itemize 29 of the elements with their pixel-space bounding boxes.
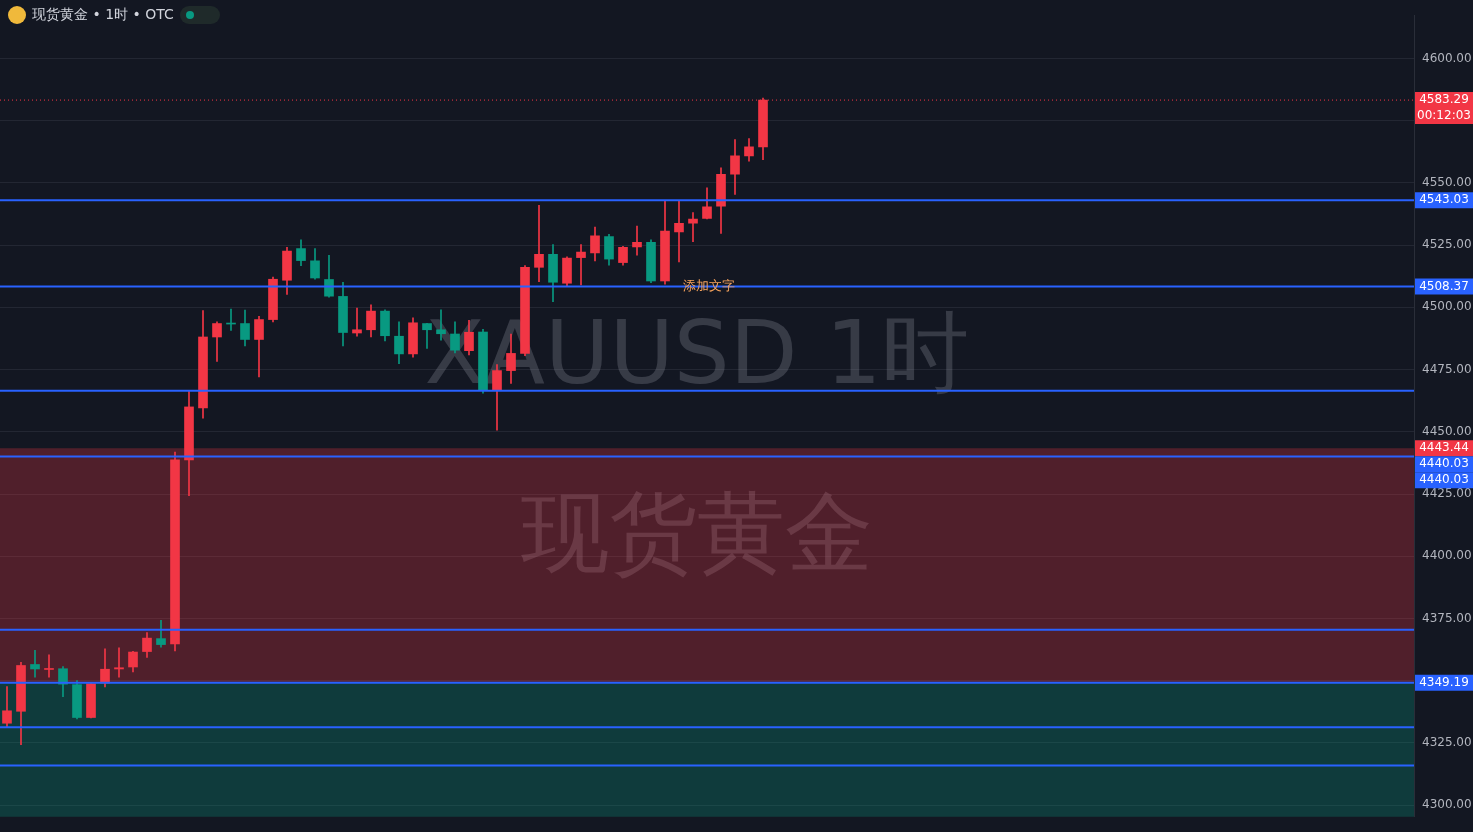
ref-line-label: 4508.37 [1419, 278, 1469, 293]
candlestick [114, 647, 124, 678]
candlestick [674, 200, 684, 263]
candlestick [44, 654, 54, 678]
candlestick [576, 244, 586, 286]
y-tick-label: 4600.00 [1422, 50, 1472, 65]
text: 4440.03 [1419, 472, 1469, 487]
chart-title: 现货黄金 • 1时 • OTC [32, 6, 174, 24]
candlestick [632, 225, 642, 256]
candlestick [688, 212, 698, 242]
candlestick [534, 205, 544, 283]
ref-line-label: 4543.03 [1419, 192, 1469, 207]
ref-line-label: 4349.19 [1419, 674, 1469, 689]
band-label: 4443.44 [1419, 440, 1469, 455]
y-tick-label: 4450.00 [1422, 423, 1472, 438]
y-tick-label: 4500.00 [1422, 299, 1472, 314]
ref-line-label: 4583.29 [1419, 92, 1469, 107]
candlestick [352, 307, 362, 337]
y-tick-label: 4425.00 [1422, 486, 1472, 501]
candlestick [30, 649, 40, 678]
ref-line-label: 4440.03 [1419, 456, 1469, 471]
y-tick-label: 4525.00 [1422, 237, 1472, 252]
y-tick-label: 4375.00 [1422, 610, 1472, 625]
y-tick-label: 4475.00 [1422, 361, 1472, 376]
y-tick-label: 4550.00 [1422, 175, 1472, 190]
y-tick-label: 4400.00 [1422, 548, 1472, 563]
text: 00:12:03 [1417, 108, 1471, 123]
y-tick-label: 4300.00 [1422, 797, 1472, 812]
y-tick-label: 4325.00 [1422, 735, 1472, 750]
